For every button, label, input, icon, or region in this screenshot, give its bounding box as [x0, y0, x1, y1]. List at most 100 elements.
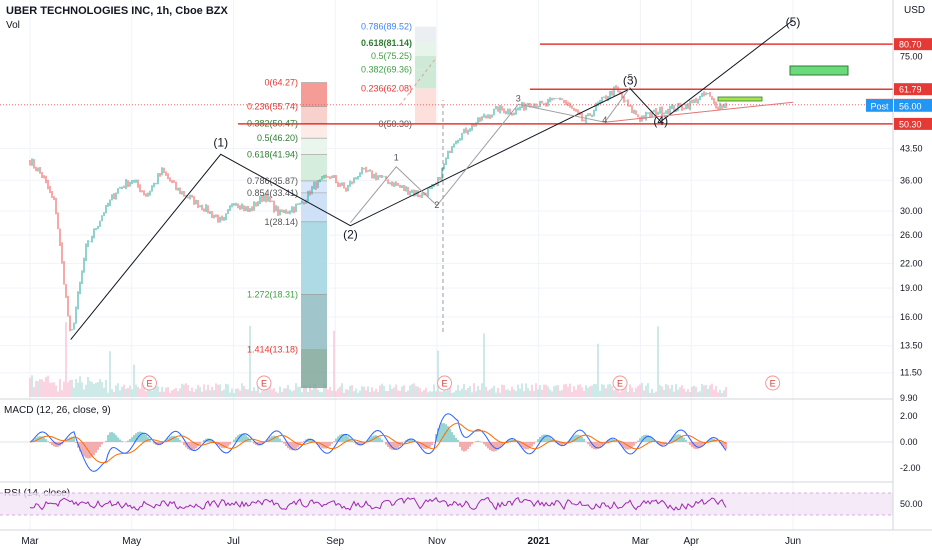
volume-bar — [465, 390, 467, 397]
price-tick-label: 13.50 — [900, 341, 923, 351]
volume-bar — [543, 384, 545, 397]
macd-histogram-bar — [545, 434, 547, 442]
volume-bar — [551, 391, 553, 397]
volume-bar — [29, 377, 31, 397]
volume-bar — [677, 389, 679, 397]
macd-histogram-bar — [277, 436, 279, 442]
volume-bar — [725, 386, 727, 397]
symbol-title[interactable]: UBER TECHNOLOGIES INC, 1h, Cboe BZX — [6, 5, 228, 17]
volume-bar — [67, 382, 69, 397]
macd-histogram-bar — [75, 442, 77, 444]
macd-histogram-bar — [647, 435, 649, 442]
volume-bar — [719, 389, 721, 397]
volume-bar — [271, 389, 273, 397]
volume-bar — [477, 386, 479, 397]
volume-bar — [413, 383, 415, 397]
macd-histogram-bar — [317, 442, 319, 445]
macd-histogram-bar — [301, 442, 303, 443]
macd-histogram-bar — [113, 433, 115, 442]
volume-bar — [71, 379, 73, 397]
sub-wave-label: 4 — [602, 115, 607, 125]
macd-histogram-bar — [287, 442, 289, 449]
macd-histogram-bar — [691, 442, 693, 448]
volume-bar — [335, 391, 337, 397]
macd-histogram-bar — [139, 431, 141, 442]
macd-pane[interactable]: MACD (12, 26, close, 9) — [0, 405, 893, 472]
fib-zone-secondary — [415, 69, 436, 89]
time-axis[interactable]: Mar May Jul Sep Nov 2021 Mar Apr Jun — [0, 529, 932, 547]
macd-histogram-bar — [195, 442, 197, 449]
volume-bar — [103, 387, 105, 397]
macd-histogram-bar — [375, 435, 377, 442]
fib-trend-dashed — [399, 57, 437, 106]
macd-histogram-bar — [267, 439, 269, 442]
macd-histogram-bar — [281, 441, 283, 442]
price-tick-label: 36.00 — [900, 175, 923, 185]
price-badge — [894, 117, 932, 130]
volume-bar — [683, 388, 685, 397]
volume-bar — [441, 391, 443, 397]
volume-bar — [193, 392, 195, 397]
volume-bar — [217, 384, 219, 397]
volume-bar — [689, 391, 691, 397]
volume-bar — [555, 385, 557, 397]
macd-histogram-bar — [579, 435, 581, 442]
volume-bar — [329, 387, 331, 397]
volume-bar — [91, 382, 93, 397]
macd-histogram-bar — [575, 434, 577, 442]
volume-bar — [675, 384, 677, 397]
macd-histogram-bar — [335, 438, 337, 442]
volume-bar — [401, 386, 403, 397]
volume-bar — [433, 384, 435, 397]
volume-bar — [649, 392, 651, 397]
volume-bar — [633, 391, 635, 397]
macd-histogram-bar — [621, 442, 623, 447]
macd-histogram-bar — [601, 442, 603, 446]
volume-bar — [299, 386, 301, 397]
volume-bar — [365, 390, 367, 397]
volume-bar — [521, 383, 523, 397]
volume-bar — [43, 381, 45, 397]
earnings-marker — [437, 375, 453, 391]
volume-bar — [679, 387, 681, 397]
volume-bar — [261, 390, 263, 397]
macd-histogram-bar — [253, 442, 255, 444]
macd-histogram-bar — [437, 428, 439, 442]
volume-bar — [691, 386, 693, 397]
macd-histogram-bar — [209, 438, 211, 442]
volume-bar — [599, 390, 601, 397]
macd-histogram-bar — [131, 437, 133, 442]
volume-bar — [485, 386, 487, 397]
volume-bar — [363, 386, 365, 397]
volume-bar — [209, 390, 211, 397]
volume-bar — [655, 391, 657, 397]
volume-bar — [221, 390, 223, 397]
volume-bar — [505, 389, 507, 397]
volume-bar — [65, 322, 67, 397]
volume-bar — [111, 389, 113, 397]
macd-histogram-bar — [109, 432, 111, 442]
macd-histogram-bar — [459, 442, 461, 447]
time-tick-label: Mar — [21, 536, 39, 547]
volume-bar — [591, 385, 593, 397]
macd-histogram-bar — [229, 442, 231, 445]
macd-histogram-bar — [283, 442, 285, 444]
macd-histogram-bar — [571, 437, 573, 442]
macd-histogram-bar — [523, 442, 525, 449]
price-series[interactable] — [29, 85, 727, 332]
fib-label: 1.414(13.18) — [247, 345, 298, 355]
volume-bar — [529, 390, 531, 397]
sub-wave-label: 5 — [628, 73, 633, 83]
macd-histogram-bar — [701, 442, 703, 447]
rsi-pane[interactable]: RSI (14, close) — [0, 488, 893, 516]
volume-bar — [187, 385, 189, 397]
macd-histogram-bar — [637, 440, 639, 442]
earnings-label: E — [147, 379, 153, 389]
fib-label: 0.236(55.74) — [247, 102, 298, 112]
volume-bar — [75, 379, 77, 397]
volume-bar — [515, 391, 517, 397]
macd-histogram-bar — [451, 432, 453, 442]
price-axis[interactable]: 75.00 43.50 36.00 30.00 26.00 22.00 19.00 16.00… — [866, 0, 932, 550]
volume-bar — [635, 387, 637, 397]
